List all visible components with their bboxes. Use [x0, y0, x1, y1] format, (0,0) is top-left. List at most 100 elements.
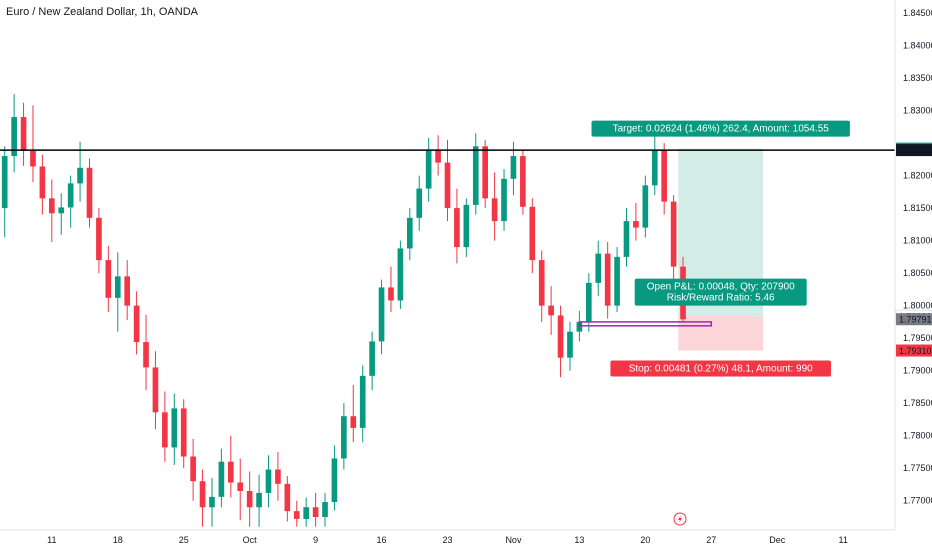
candle — [143, 314, 149, 391]
candle-body — [162, 412, 168, 448]
candle-body — [454, 208, 460, 248]
price-label-bg — [896, 313, 932, 326]
chart-title: Euro / New Zealand Dollar, 1h, OANDA — [6, 6, 198, 18]
candle — [30, 105, 36, 183]
candle-body — [435, 149, 441, 163]
candle-body — [397, 248, 404, 301]
candle-body — [256, 492, 262, 508]
x-tick-label: Oct — [243, 535, 258, 545]
y-tick-label: 1.81500 — [903, 203, 932, 213]
target-label: Target: 0.02624 (1.46%) 262.4, Amount: 1… — [591, 120, 850, 137]
candle — [39, 154, 46, 215]
candle — [218, 448, 225, 508]
candle-body — [614, 256, 620, 306]
candle — [369, 331, 375, 391]
y-tick-label: 1.80500 — [903, 268, 932, 278]
candle — [633, 202, 639, 241]
candle — [171, 393, 178, 465]
x-tick-label: 23 — [442, 535, 452, 545]
stop-label: Stop: 0.00481 (0.27%) 48.1, Amount: 990 — [610, 360, 832, 377]
candle — [322, 492, 328, 527]
candle-body — [670, 201, 677, 267]
candle-body — [133, 305, 140, 343]
x-tick-label: 25 — [179, 535, 189, 545]
candle-body — [322, 502, 328, 517]
y-tick-label: 1.84500 — [903, 8, 932, 18]
candle-body — [633, 221, 639, 228]
candle-body — [595, 253, 602, 283]
candle-body — [246, 490, 253, 508]
candle-body — [105, 260, 112, 298]
candle-body — [199, 481, 206, 508]
price-label: 1.82392 — [896, 144, 932, 157]
pnl-label-text: Open P&L: 0.00048, Qty: 207900 — [647, 282, 795, 293]
stop-label-text: Stop: 0.00481 (0.27%) 48.1, Amount: 990 — [629, 364, 813, 375]
candle — [651, 136, 658, 196]
candle-body — [293, 511, 300, 519]
candle-body — [143, 342, 149, 368]
candle-body — [11, 117, 17, 157]
candle — [661, 143, 668, 215]
candles — [1, 94, 686, 527]
position-zones — [678, 148, 764, 351]
candle — [124, 260, 131, 320]
candle-body — [96, 217, 102, 261]
candle — [670, 195, 677, 280]
candle — [397, 240, 404, 309]
y-tick-label: 1.77500 — [903, 463, 932, 473]
candle — [105, 245, 112, 313]
x-tick-label: 18 — [113, 535, 123, 545]
candle-body — [77, 167, 83, 184]
pnl-label-text: Risk/Reward Ratio: 5.46 — [667, 293, 775, 304]
candle-body — [284, 483, 291, 512]
candle-body — [642, 185, 649, 228]
candle — [77, 141, 83, 202]
price-label-text: 1.82392 — [899, 146, 932, 156]
candle-body — [661, 149, 668, 202]
price-axis: 1.84500 1.84000 1.83500 1.83000 1.82000 1.815… — [894, 0, 932, 530]
candle-body — [39, 166, 46, 199]
candle — [331, 445, 338, 511]
candle-body — [218, 461, 225, 497]
candle — [133, 291, 140, 355]
x-tick-label: 13 — [574, 535, 584, 545]
candle — [227, 435, 234, 498]
candle-body — [510, 156, 517, 179]
candle — [378, 279, 385, 355]
candle — [614, 247, 620, 313]
candle — [293, 500, 300, 527]
price-label-bg — [896, 344, 932, 357]
candle-body — [388, 287, 394, 301]
candle-body — [444, 162, 451, 209]
y-tick-label: 1.79000 — [903, 366, 932, 376]
drawings — [0, 149, 895, 327]
candle — [190, 438, 196, 501]
candle — [350, 384, 357, 443]
candle-body — [604, 253, 611, 306]
candle — [538, 250, 545, 322]
x-tick-label: 11 — [839, 535, 848, 545]
price-label-bg — [896, 144, 932, 157]
x-tick-label: Dec — [769, 535, 786, 545]
candle — [67, 175, 74, 228]
candle-body — [265, 469, 272, 493]
candle-body — [48, 198, 55, 214]
candle-body — [585, 282, 592, 322]
extras — [673, 512, 687, 526]
y-tick-label: 1.77000 — [903, 496, 932, 506]
candle — [114, 252, 121, 332]
candle — [388, 266, 394, 313]
candle-body — [180, 408, 187, 457]
price-label: 1.79310 — [896, 344, 932, 357]
position-labels: Target: 0.02624 (1.46%) 262.4, Amount: 1… — [591, 120, 850, 377]
candle — [454, 188, 460, 264]
candle — [604, 241, 611, 319]
candle-body — [67, 183, 74, 208]
x-tick-label: 20 — [640, 535, 650, 545]
x-tick-label: 27 — [706, 535, 716, 545]
x-tick-label: 9 — [313, 535, 318, 545]
price-label: 1.79791 — [896, 313, 932, 326]
price-label-text: 1.79310 — [899, 346, 932, 356]
